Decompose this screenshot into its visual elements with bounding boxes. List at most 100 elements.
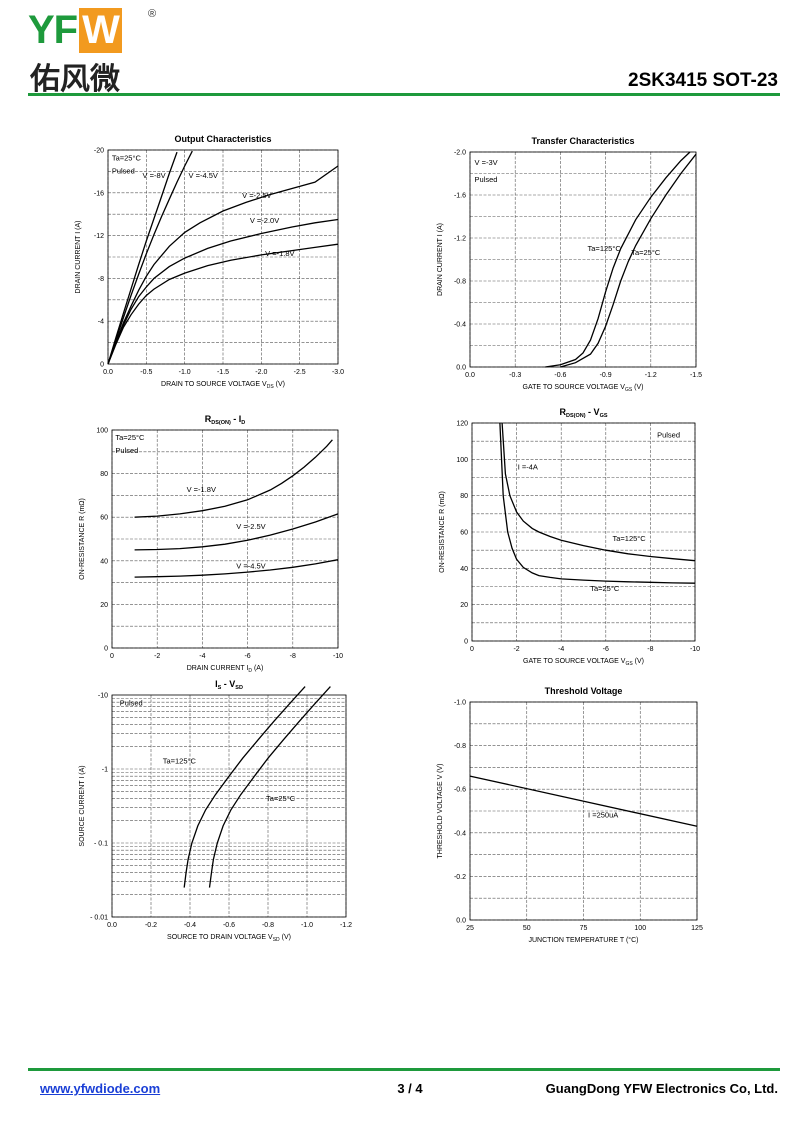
x-tick-label: -0.3 [509,372,521,379]
rds-id-chart: RDS(ON) - ID 0 -2 -4 -6 -8 -10 0 20 40 60 80 100 DRAI… [79,414,343,674]
y-tick-label: -0.4 [454,830,466,837]
x-tick-label: -2.0 [255,369,267,376]
y-axis-label: DRAIN CURRENT I (A) [75,221,82,294]
grid [469,151,697,368]
website-link[interactable]: www.yfwdiode.com [40,1081,161,1096]
y-axis-label: SOURCE CURRENT I (A) [79,765,86,846]
annotation-label: V =-1.8V [265,249,294,258]
grid [111,695,347,918]
x-tick-label: -1.0 [301,922,313,929]
x-tick-label: -6 [603,646,609,653]
part-number: 2SK3415 SOT-23 [628,70,778,91]
annotation-label: Pulsed [120,699,143,708]
x-tick-label: -0.8 [262,922,274,929]
x-tick-label: 125 [691,925,703,932]
y-tick-label: -0.4 [454,322,466,329]
x-axis-label: GATE TO SOURCE VOLTAGE VGS (V) [523,384,644,393]
x-tick-label: -0.4 [184,922,196,929]
chart-title: RDS(ON) - VGS [559,407,607,419]
footer-rule [28,1068,780,1071]
annotation-label: Ta=25°C [115,433,145,442]
annotation-label: Ta=25°C [112,154,142,163]
annotation-label: V =-2.0V [250,216,279,225]
y-tick-label: -4 [98,319,104,326]
y-axis-label: ON-RESISTANCE R (mΩ) [439,491,446,573]
y-tick-label: 60 [460,530,468,537]
y-tick-label: -20 [94,148,104,155]
company-name: GuangDong YFW Electronics Co, Ltd. [545,1081,778,1096]
y-tick-label: 0.0 [456,365,466,372]
y-tick-label: -1.0 [454,700,466,707]
y-tick-label: -0.8 [454,279,466,286]
annotation-label: Ta=25°C [266,794,296,803]
y-axis-label: ON-RESISTANCE R (mΩ) [79,498,86,580]
chart-title: IS - VSD [215,679,243,691]
annotation-label: V =-4.5V [236,561,265,570]
x-tick-label: 75 [580,925,588,932]
y-tick-label: 100 [456,457,468,464]
y-tick-label: -0.8 [454,743,466,750]
logo-text: YF W [28,8,122,53]
x-tick-label: 0 [470,646,474,653]
y-tick-label: 60 [100,515,108,522]
logo: YF W ® 佑风微 [28,8,168,97]
series-line [545,151,691,368]
x-tick-label: -6 [244,653,250,660]
x-tick-label: -0.9 [600,372,612,379]
y-tick-label: -10 [98,693,108,700]
annotation-label: Ta=25°C [631,248,661,257]
x-tick-label: 0.0 [107,922,117,929]
logo-badge: W [79,8,122,53]
y-tick-label: 0 [104,646,108,653]
x-tick-label: -0.2 [145,922,157,929]
x-tick-label: 50 [523,925,531,932]
y-tick-label: - 0.1 [94,841,108,848]
x-tick-label: -3.0 [332,369,344,376]
series-line [560,153,697,368]
x-tick-label: -4 [558,646,564,653]
series-line [107,165,339,365]
annotation-label: V =-2.5V [242,191,271,200]
output-characteristics-chart: Output Characteristics 0.0 -0.5 -1.0 -1.5 -2.… [75,134,344,390]
series-line [134,439,333,518]
y-tick-label: -0.2 [454,874,466,881]
series-line [134,559,339,578]
series-line [183,686,306,888]
series-line [107,150,193,365]
series-line [107,243,339,365]
plot-frame [471,422,696,642]
plot-frame [469,151,697,368]
series-line [499,422,696,584]
x-tick-label: -0.6 [554,372,566,379]
x-tick-label: 0.0 [103,369,113,376]
x-tick-label: -10 [333,653,343,660]
x-axis-label: SOURCE TO DRAIN VOLTAGE VSD (V) [167,934,291,943]
transfer-characteristics-chart: Transfer Characteristics 0.0 -0.3 -0.6 -0.9 -… [437,136,702,393]
y-axis-label: DRAIN CURRENT I (A) [437,223,444,296]
grid [469,701,698,921]
annotation-label: V =-3V [475,158,498,167]
x-tick-label: -10 [690,646,700,653]
series-line [208,686,331,888]
chart-title: Threshold Voltage [545,686,623,696]
y-tick-label: 20 [100,602,108,609]
x-tick-label: -4 [199,653,205,660]
x-tick-label: 0.0 [465,372,475,379]
header-rule [28,93,780,96]
y-tick-label: -12 [94,233,104,240]
series-line [134,513,339,551]
x-axis-label: DRAIN TO SOURCE VOLTAGE VDS (V) [161,381,285,390]
chart-title: Transfer Characteristics [531,136,634,146]
plot-frame [111,429,339,649]
x-axis-label: JUNCTION TEMPERATURE T (°C) [528,936,638,944]
annotation-label: V =-1.8V [187,485,216,494]
y-tick-label: -1 [102,767,108,774]
x-axis-label: GATE TO SOURCE VOLTAGE VGS (V) [523,658,644,667]
series-line [501,422,696,562]
y-tick-label: 0.0 [456,918,466,925]
x-tick-label: -1.2 [645,372,657,379]
y-tick-label: 0 [464,639,468,646]
threshold-voltage-chart: Threshold Voltage 25 50 75 100 125 0.0 -0.2 -0.4… [437,686,703,944]
series-line [469,775,698,827]
annotation-label: Ta=125°C [163,757,197,766]
